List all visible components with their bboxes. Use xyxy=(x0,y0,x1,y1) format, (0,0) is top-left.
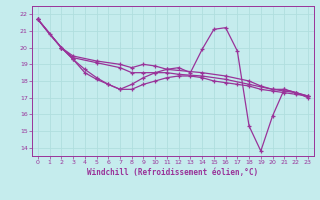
X-axis label: Windchill (Refroidissement éolien,°C): Windchill (Refroidissement éolien,°C) xyxy=(87,168,258,177)
